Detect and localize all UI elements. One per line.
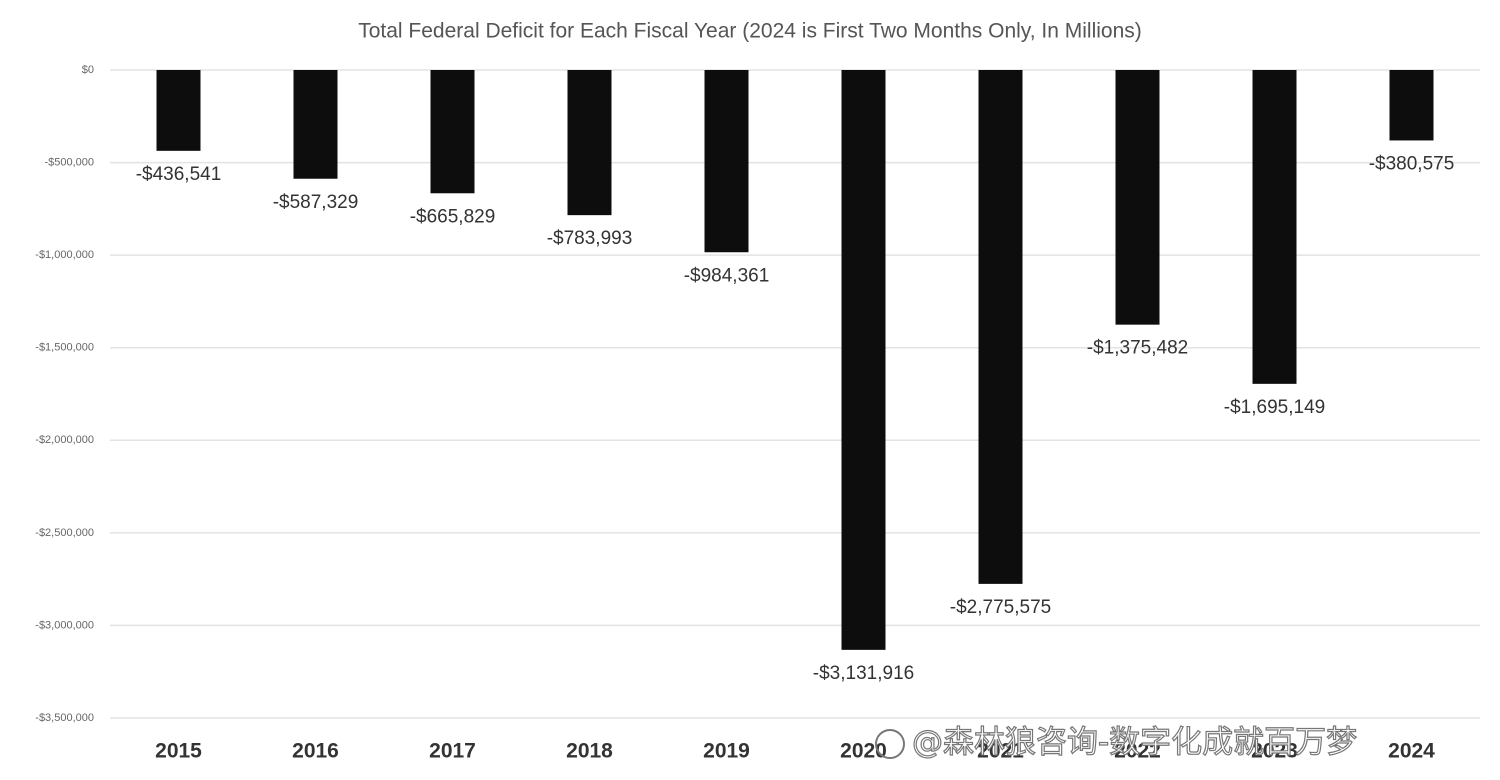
watermark: @森林狼咨询-数字化成就百万梦	[912, 725, 1357, 761]
x-tick-label: 2020	[840, 740, 887, 763]
value-label: -$3,131,916	[813, 663, 914, 684]
x-tick-label: 2018	[566, 740, 613, 763]
value-label: -$587,329	[273, 192, 359, 213]
bar	[430, 70, 475, 194]
bar	[293, 70, 338, 179]
bar	[1115, 70, 1160, 325]
bar	[704, 70, 749, 253]
value-label: -$665,829	[410, 206, 496, 227]
value-label: -$1,695,149	[1224, 397, 1325, 418]
x-tick-label: 2023	[1251, 740, 1298, 763]
y-tick-label: -$1,500,000	[35, 342, 94, 354]
x-tick-label: 2019	[703, 740, 750, 763]
x-tick-label: 2017	[429, 740, 476, 763]
value-label: -$1,375,482	[1087, 338, 1188, 359]
y-tick-label: -$2,500,000	[35, 527, 94, 539]
bar	[567, 70, 612, 216]
chart-title: Total Federal Deficit for Each Fiscal Ye…	[358, 20, 1142, 43]
y-tick-label: -$3,500,000	[35, 712, 94, 724]
x-tick-label: 2022	[1114, 740, 1161, 763]
bar	[156, 70, 201, 151]
x-tick-label: 2016	[292, 740, 339, 763]
x-tick-label: 2015	[155, 740, 202, 763]
bar	[1252, 70, 1297, 384]
y-tick-label: -$2,000,000	[35, 434, 94, 446]
watermark-logo	[875, 729, 905, 759]
value-label: -$436,541	[136, 164, 222, 185]
y-tick-label: $0	[82, 64, 94, 76]
x-tick-label: 2024	[1388, 740, 1435, 763]
y-tick-label: -$3,000,000	[35, 619, 94, 631]
bar	[1389, 70, 1434, 141]
value-label: -$783,993	[547, 228, 633, 249]
bar	[978, 70, 1023, 584]
y-tick-label: -$500,000	[44, 156, 94, 168]
x-tick-label: 2021	[977, 740, 1024, 763]
y-tick-label: -$1,000,000	[35, 249, 94, 261]
value-label: -$380,575	[1369, 153, 1455, 174]
value-label: -$2,775,575	[950, 597, 1051, 618]
bar	[841, 70, 886, 650]
value-label: -$984,361	[684, 265, 770, 286]
